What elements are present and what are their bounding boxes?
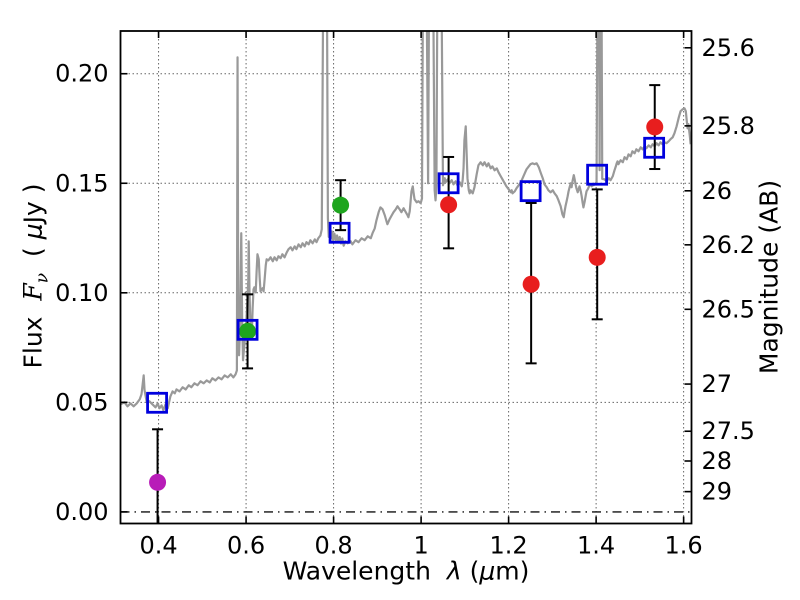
model-photometry-square bbox=[643, 136, 666, 159]
y-tick-label: 0.05 bbox=[55, 388, 108, 416]
flux-unit-mu: μ bbox=[18, 223, 48, 240]
error-bars bbox=[152, 84, 661, 524]
flux-symbol-subscript: ν bbox=[32, 272, 53, 284]
model-photometry-square bbox=[146, 391, 168, 414]
y-tick-label: 0.15 bbox=[55, 169, 108, 197]
grid bbox=[120, 31, 692, 524]
model-photometry-square bbox=[519, 180, 542, 203]
lambda-symbol: λ bbox=[446, 556, 462, 586]
axis-ticks bbox=[120, 31, 692, 524]
y-axis-title-flux: Flux Fν ( μJy ) bbox=[18, 183, 53, 369]
mag-tick-label: 27.5 bbox=[702, 417, 755, 445]
model-photometry-square bbox=[236, 318, 259, 341]
wavelength-unit-mu: μ bbox=[479, 556, 496, 586]
plot-frame bbox=[119, 30, 693, 525]
photometry-point-red-points bbox=[522, 275, 540, 293]
mag-tick-label: 25.8 bbox=[702, 112, 755, 140]
mag-tick-label: 25.6 bbox=[702, 34, 755, 62]
photometry-point-green-points bbox=[332, 196, 350, 214]
x-axis-title-wavelength: Wavelength λ (μm) bbox=[283, 559, 530, 584]
model-spectrum-line bbox=[120, 31, 692, 412]
x-tick-label: 1.6 bbox=[665, 532, 703, 560]
wavelength-unit-open: ( bbox=[469, 556, 480, 586]
photometry-point-red-points bbox=[588, 248, 606, 266]
y-tick-label: 0.10 bbox=[55, 279, 108, 307]
x-tick-label: 0.8 bbox=[314, 532, 352, 560]
flux-unit-open: ( bbox=[18, 239, 48, 257]
model-photometry-square bbox=[437, 172, 460, 195]
x-tick-label: 1.4 bbox=[577, 532, 615, 560]
flux-label-word: Flux bbox=[18, 316, 48, 369]
photometry-point-red-points bbox=[646, 118, 664, 136]
y-tick-label: 0.20 bbox=[55, 60, 108, 88]
mag-tick-label: 26.5 bbox=[702, 295, 755, 323]
mag-tick-label: 27 bbox=[702, 370, 733, 398]
mag-tick-label: 26 bbox=[702, 177, 733, 205]
mag-tick-label: 26.2 bbox=[702, 231, 755, 259]
x-tick-label: 0.4 bbox=[139, 532, 177, 560]
y-tick-label: 0.00 bbox=[55, 498, 108, 526]
mag-tick-label: 29 bbox=[702, 478, 733, 506]
mag-tick-label: 28 bbox=[702, 447, 733, 475]
wavelength-unit-rest: m) bbox=[495, 556, 530, 586]
wavelength-label-word: Wavelength bbox=[282, 556, 431, 586]
x-tick-label: 0.6 bbox=[227, 532, 265, 560]
flux-unit-rest: Jy ) bbox=[18, 183, 48, 224]
photometry-point-green-points bbox=[239, 322, 257, 340]
photometry-point-magenta-point bbox=[149, 473, 167, 491]
x-tick-label: 1.2 bbox=[490, 532, 528, 560]
tick-labels: 0.4 0.6 0.8 1 1.2 1.4 1.6 0.00 0.05 0.10 0.15 0.20 2… bbox=[55, 34, 755, 560]
model-photometry-square bbox=[328, 221, 351, 244]
photometry-point-red-points bbox=[440, 196, 458, 214]
flux-symbol: F bbox=[18, 283, 48, 301]
model-photometry-square bbox=[586, 163, 609, 186]
y-axis-title-magnitude: Magnitude (AB) bbox=[754, 179, 784, 375]
x-tick-label: 1 bbox=[413, 532, 428, 560]
